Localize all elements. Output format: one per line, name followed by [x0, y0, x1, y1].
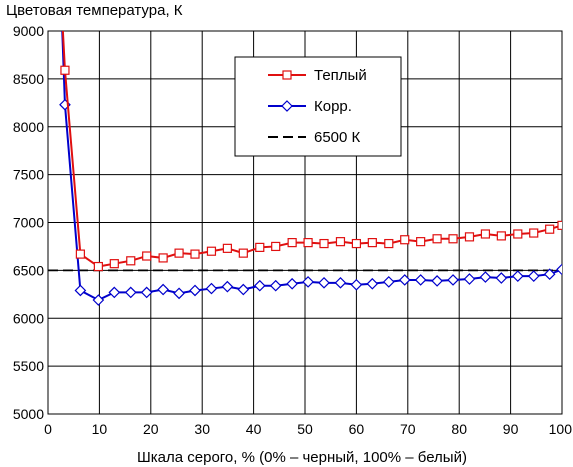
- x-tick-label: 90: [503, 421, 519, 437]
- series-1-point: [286, 277, 298, 290]
- legend-0-point: [282, 70, 292, 80]
- y-tick-label: 5000: [13, 406, 44, 422]
- series-1-point: [527, 270, 540, 282]
- series-0-point: [190, 249, 200, 259]
- series-0-point: [75, 249, 85, 259]
- series-1-point: [334, 276, 347, 289]
- legend: Теплый Корр. 6500 К: [234, 56, 402, 157]
- series-0-point: [238, 248, 248, 258]
- y-tick-label: 6500: [13, 262, 44, 278]
- series-0-point: [367, 238, 377, 248]
- series-1-point: [398, 274, 411, 286]
- series-0-point: [287, 238, 297, 248]
- series-0-point: [513, 229, 523, 239]
- series-0-point: [174, 248, 184, 258]
- y-tick-label: 7500: [13, 167, 44, 183]
- x-tick-label: 0: [44, 421, 52, 437]
- series-0-point: [255, 242, 265, 252]
- series-0-point: [464, 232, 475, 242]
- series-1-point: [350, 278, 363, 291]
- series-1-point: [318, 276, 330, 289]
- series-1-point: [414, 274, 427, 286]
- series-1-point: [74, 284, 87, 297]
- series-1-point: [92, 294, 105, 306]
- y-tick-label: 8000: [13, 119, 44, 135]
- series-layer: [48, 31, 562, 306]
- legend-box: [234, 56, 402, 157]
- y-tick-label: 8500: [13, 71, 44, 87]
- series-1-point: [173, 287, 185, 300]
- series-0-point: [319, 238, 329, 249]
- series-1-point: [302, 276, 314, 288]
- grid-lines: [48, 31, 562, 414]
- series-1-point: [463, 273, 476, 285]
- x-tick-label: 10: [92, 421, 108, 437]
- y-tick-label: 5500: [13, 358, 44, 374]
- series-1-point: [157, 283, 169, 296]
- series-0-point: [206, 246, 217, 256]
- series-0-point: [303, 238, 313, 248]
- series-1-point: [431, 275, 443, 287]
- series-1-point: [495, 272, 508, 284]
- series-0-point: [480, 229, 491, 239]
- y-tick-label: 9000: [13, 23, 44, 39]
- x-tick-label: 100: [549, 421, 573, 437]
- series-0-point: [529, 228, 539, 238]
- y-tick-label: 7000: [13, 215, 44, 231]
- x-tick-label: 30: [194, 421, 210, 437]
- series-1-point: [237, 283, 250, 296]
- series-0-point: [271, 241, 281, 252]
- series-1-point: [221, 280, 234, 293]
- series-0-point: [432, 234, 442, 244]
- series-1-point: [382, 276, 395, 288]
- x-tick-label: 20: [143, 421, 159, 437]
- series-0-point: [557, 220, 562, 230]
- series-1-point: [511, 270, 524, 282]
- series-0-point: [60, 65, 70, 75]
- series-0-point: [142, 251, 152, 261]
- x-tick-label: 50: [297, 421, 313, 437]
- x-tick-label: 40: [246, 421, 262, 437]
- series-0-point: [126, 256, 136, 266]
- x-axis-title: Шкала серого, % (0% – черный, 100% – бел…: [137, 449, 467, 466]
- series-0-point: [496, 231, 506, 241]
- series-0-point: [416, 237, 426, 247]
- series-1-point: [189, 284, 201, 297]
- series-0-point: [545, 224, 555, 234]
- series-1-point: [556, 263, 562, 276]
- series-1-point: [269, 279, 282, 292]
- series-0-point: [351, 238, 361, 249]
- x-tick-label: 70: [400, 421, 416, 437]
- series-1-point: [124, 286, 137, 299]
- x-tick-labels: 0 10 20 30 40 50 60 70 80 90 100: [44, 421, 572, 437]
- series-1-point: [205, 282, 218, 295]
- series-1-point: [366, 277, 379, 290]
- x-tick-label: 80: [451, 421, 467, 437]
- series-1-point: [447, 274, 459, 286]
- series-0: [60, 31, 562, 272]
- series-0-point: [222, 243, 232, 253]
- series-1-point: [253, 279, 266, 292]
- legend-label: Корр.: [314, 98, 352, 115]
- series-1-point: [479, 271, 492, 283]
- series-0-point: [93, 261, 103, 272]
- series-0-point: [384, 238, 394, 249]
- series-0-point: [400, 235, 410, 245]
- series-1-point: [108, 286, 121, 299]
- series-1-point: [543, 268, 556, 281]
- series-0-point: [448, 234, 458, 244]
- x-tick-label: 60: [349, 421, 365, 437]
- series-0-point: [158, 253, 168, 263]
- legend-label: Теплый: [314, 67, 367, 84]
- y-axis-title: Цветовая температура, К: [6, 2, 183, 19]
- legend-label: 6500 К: [314, 129, 361, 146]
- legend-1-point: [281, 100, 293, 112]
- y-tick-label: 6000: [13, 310, 44, 326]
- y-tick-labels: 5000 5500 6000 6500 7000 7500 8000 8500 9000: [13, 23, 44, 422]
- series-1-point: [140, 286, 153, 299]
- series-0-point: [109, 259, 119, 269]
- series-0-point: [335, 237, 346, 247]
